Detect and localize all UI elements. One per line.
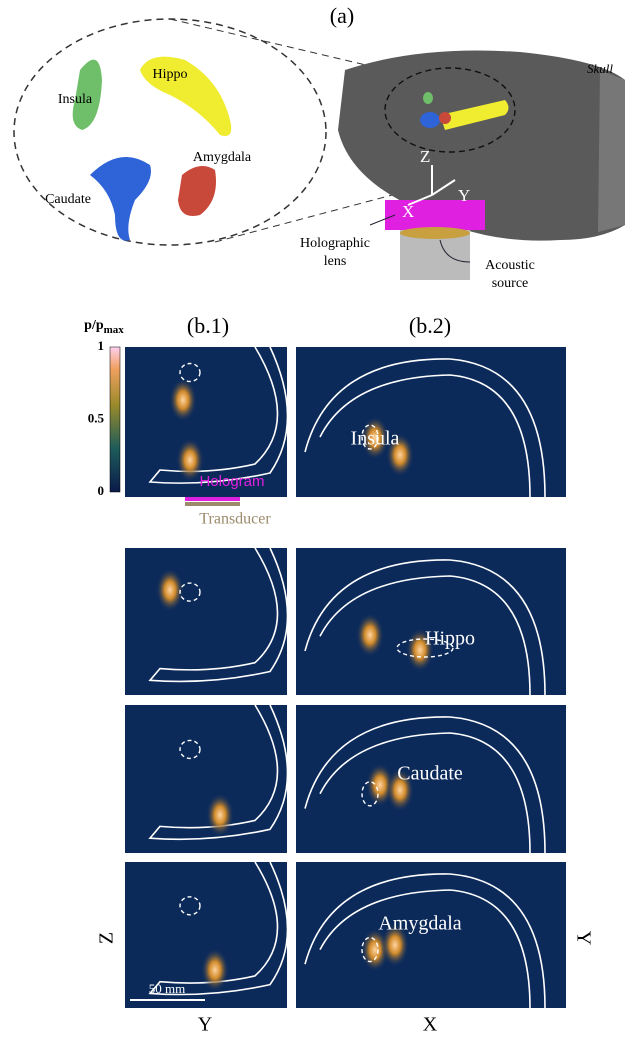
amygdala-small xyxy=(439,112,451,124)
focal-spot xyxy=(169,378,197,422)
field-panel xyxy=(296,347,566,497)
axis-label: Y xyxy=(198,1014,212,1036)
target-label: Caudate xyxy=(397,763,463,785)
skull-label: Skull xyxy=(587,61,613,76)
target-label: Hippo xyxy=(425,628,475,650)
structure-label: Amygdala xyxy=(193,150,252,165)
caudate-shape xyxy=(90,157,151,241)
focal-spot xyxy=(206,793,234,837)
caudate-small xyxy=(420,112,440,128)
structure-label: Insula xyxy=(58,92,93,107)
colorbar-tick-label: 0.5 xyxy=(88,410,105,425)
column-label: (b.1) xyxy=(187,313,229,338)
field-panel xyxy=(296,548,566,695)
colorbar-title: p/pmax xyxy=(84,318,124,335)
panel-label: (a) xyxy=(330,3,354,28)
transducer-label: Transducer xyxy=(199,511,271,528)
colorbar xyxy=(110,347,120,492)
scale-label: 50 mm xyxy=(149,981,185,996)
transducer-bar xyxy=(185,502,240,506)
source-label: source xyxy=(492,276,529,291)
insula-small xyxy=(423,92,433,104)
structure-label: Caudate xyxy=(45,192,91,207)
axis-label: X xyxy=(423,1014,438,1036)
column-label: (b.2) xyxy=(409,313,451,338)
colorbar-tick-label: 0 xyxy=(98,483,105,498)
skull-edge xyxy=(598,70,625,232)
colorbar-title-sub: max xyxy=(104,324,125,336)
focal-spot xyxy=(201,948,229,992)
colorbar-tick-label: 1 xyxy=(98,338,105,353)
axis-label: Y xyxy=(458,186,470,205)
focal-spot xyxy=(356,613,384,657)
lens-label: Holographic xyxy=(300,236,370,251)
axis-label: Y xyxy=(572,931,594,945)
amygdala-shape xyxy=(178,166,216,216)
axis-label: X xyxy=(402,202,414,221)
axis-label: Z xyxy=(96,932,118,944)
target-label: Amygdala xyxy=(378,913,461,935)
source-top xyxy=(400,227,470,239)
source-label: Acoustic xyxy=(485,258,535,273)
hologram-label: Hologram xyxy=(199,473,264,490)
lens-label: lens xyxy=(324,254,347,269)
hologram-bar xyxy=(185,497,240,501)
structure-label: Hippo xyxy=(153,67,188,82)
axis-label: Z xyxy=(420,147,430,166)
figure: (a) Insula Hippo Caudate Amygdala Skull … xyxy=(0,0,644,1037)
zoom-ellipse xyxy=(14,19,326,245)
colorbar-title-main: p/p xyxy=(84,318,104,333)
field-panel xyxy=(296,862,566,1008)
